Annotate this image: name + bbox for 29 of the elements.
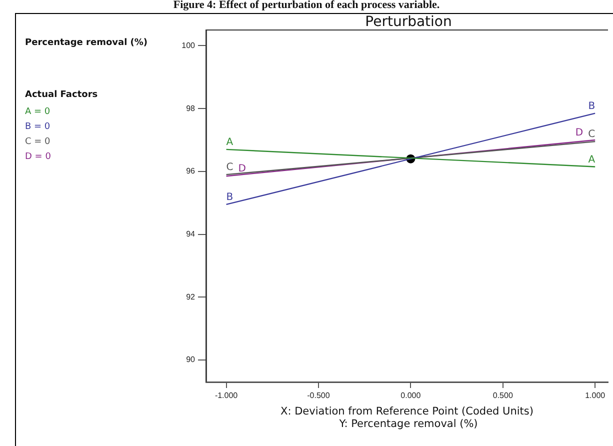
x-tick-label: 1.000 xyxy=(585,391,606,400)
y-axis-title: Percentage removal (%) xyxy=(25,38,148,48)
text: D xyxy=(575,128,584,139)
y-tick-label: 94 xyxy=(186,229,196,238)
text: B xyxy=(588,100,596,112)
series-label: D xyxy=(238,164,246,175)
text: C = 0 xyxy=(25,137,50,147)
series-label: A xyxy=(588,154,596,166)
text: Actual Factors xyxy=(25,90,98,100)
y-tick-label: 92 xyxy=(186,292,196,302)
text: D = 0 xyxy=(25,152,51,162)
chart-title: Figure 4: Effect of perturbation of each process variable. xyxy=(172,0,441,11)
x-tick-label: -1.000 xyxy=(214,391,238,400)
chart-subtitle: Perturbation xyxy=(364,14,453,30)
text: A xyxy=(226,137,234,148)
text: Y: Percentage removal (%) xyxy=(338,418,479,430)
y-tick-label: 96 xyxy=(186,166,196,176)
x-tick-label: 0.000 xyxy=(400,391,422,400)
x-axis-title: X: Deviation from Reference Point (Coded Units) xyxy=(280,405,534,418)
x-tick-label: 0.500 xyxy=(492,391,514,400)
y-tick-label: 100 xyxy=(182,40,196,50)
text: C xyxy=(588,129,596,140)
x-tick-label: -0.500 xyxy=(307,391,330,400)
series-label: C xyxy=(226,162,234,174)
series-label: B xyxy=(226,192,234,204)
text: B = 0 xyxy=(25,122,50,132)
y-tick-label: 90 xyxy=(186,355,196,364)
y-tick-label: 98 xyxy=(186,104,196,113)
text: A = 0 xyxy=(25,107,50,117)
